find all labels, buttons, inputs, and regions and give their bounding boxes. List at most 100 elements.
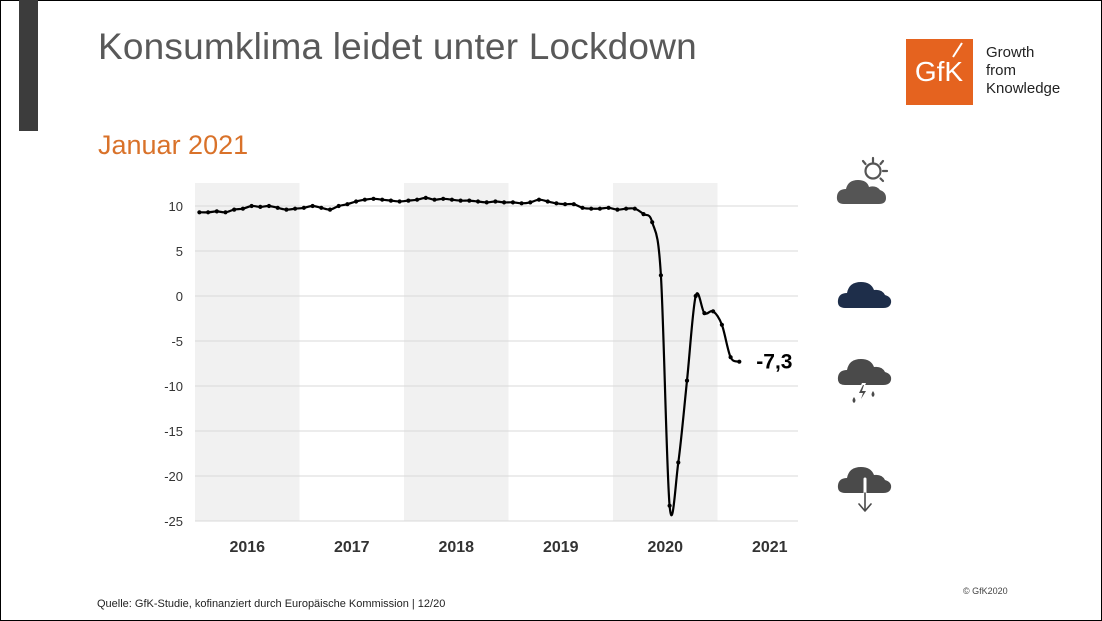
data-point [336,203,341,209]
data-point [684,378,690,383]
data-point [354,199,359,204]
data-point [240,206,245,211]
logo-tagline-line-2: from [986,62,1016,79]
data-point [319,205,324,210]
data-point [475,199,481,204]
data-point [554,201,559,206]
data-point [711,309,716,314]
data-point [327,207,333,212]
last-value-annotation: -7,3 [756,351,792,374]
gfk-logo-letters: GfK [915,56,964,87]
data-point [197,210,202,215]
data-point [362,197,367,202]
data-point [545,199,550,204]
data-point [380,197,385,202]
data-point [632,206,637,211]
data-point [214,209,219,214]
data-point [310,203,315,209]
data-point [624,206,629,211]
data-point [667,503,672,508]
y-tick-label: -25 [164,514,183,529]
x-tick-label: 2016 [229,539,265,556]
slide-subtitle: Januar 2021 [98,130,249,160]
data-point [536,197,542,202]
data-point [284,207,289,212]
series-points [197,195,742,508]
data-point [415,197,420,202]
y-tick-label: -15 [164,424,183,439]
data-point [258,204,263,209]
data-point [676,460,681,465]
data-point [493,199,498,204]
x-tick-label: 2021 [752,539,788,556]
data-point [406,198,411,203]
gridlines [195,205,798,522]
data-point [423,195,428,200]
data-point [232,207,237,212]
data-point [206,210,211,215]
data-point [719,322,725,327]
data-point [345,202,350,207]
data-point [563,202,568,207]
data-point [737,359,742,364]
data-point [519,201,524,206]
data-point [249,203,254,209]
cloud-down-arrow-icon [837,467,892,513]
x-tick-label: 2020 [647,539,683,556]
data-point [728,355,733,360]
thunder-rain-cloud-icon [837,359,892,403]
gfk-logo-mark: GfK [915,42,964,87]
y-tick-labels: 10 5 0 -5 -10 -15 -20 -25 [164,199,183,529]
data-point [484,200,489,205]
data-point [658,273,664,278]
data-point [266,203,272,209]
cloud-icon [837,282,892,308]
year-band-2018 [404,183,509,521]
x-tick-label: 2018 [438,539,474,556]
logo-tagline-line-3: Knowledge [986,80,1061,97]
y-tick-label: -10 [164,379,183,394]
data-point [597,206,603,211]
copyright-note: © GfK2020 [963,586,1008,596]
gfk-logo: GfK [906,39,973,105]
x-tick-labels: 2016 2017 2018 2019 2020 2021 [229,539,787,556]
data-point [441,196,446,201]
gfk-logo-slash [952,42,963,58]
data-point [571,202,576,207]
data-point [502,200,507,205]
data-point [650,220,655,225]
year-band-2016 [195,183,300,521]
data-point [371,196,376,201]
y-tick-label: 0 [176,289,183,304]
side-accent-bar [19,0,38,131]
sun-cloud-icon [836,156,889,204]
year-bands [195,183,718,521]
y-tick-label: 5 [176,244,183,259]
data-point [223,210,228,215]
source-note: Quelle: GfK-Studie, kofinanziert durch E… [97,598,446,610]
data-point [615,207,620,212]
data-point [606,205,611,210]
data-point [449,197,454,202]
data-point [388,198,393,203]
y-tick-label: -5 [171,334,183,349]
logo-tagline: Growth from Knowledge [986,44,1060,98]
slide-title: Konsumklima leidet unter Lockdown [98,26,697,67]
data-point [301,205,306,210]
data-point [397,199,402,204]
data-point [293,206,298,211]
y-tick-label: 10 [169,199,183,214]
data-point [432,197,437,202]
data-point [589,206,594,211]
data-point [580,205,585,210]
data-point [693,293,698,299]
data-point [528,200,533,205]
data-point [510,200,515,205]
data-point [275,205,280,210]
logo-tagline-line-1: Growth [986,44,1035,61]
year-band-2020 [613,183,718,521]
x-tick-label: 2019 [543,539,579,556]
data-point [467,198,472,203]
x-tick-label: 2017 [334,539,370,556]
